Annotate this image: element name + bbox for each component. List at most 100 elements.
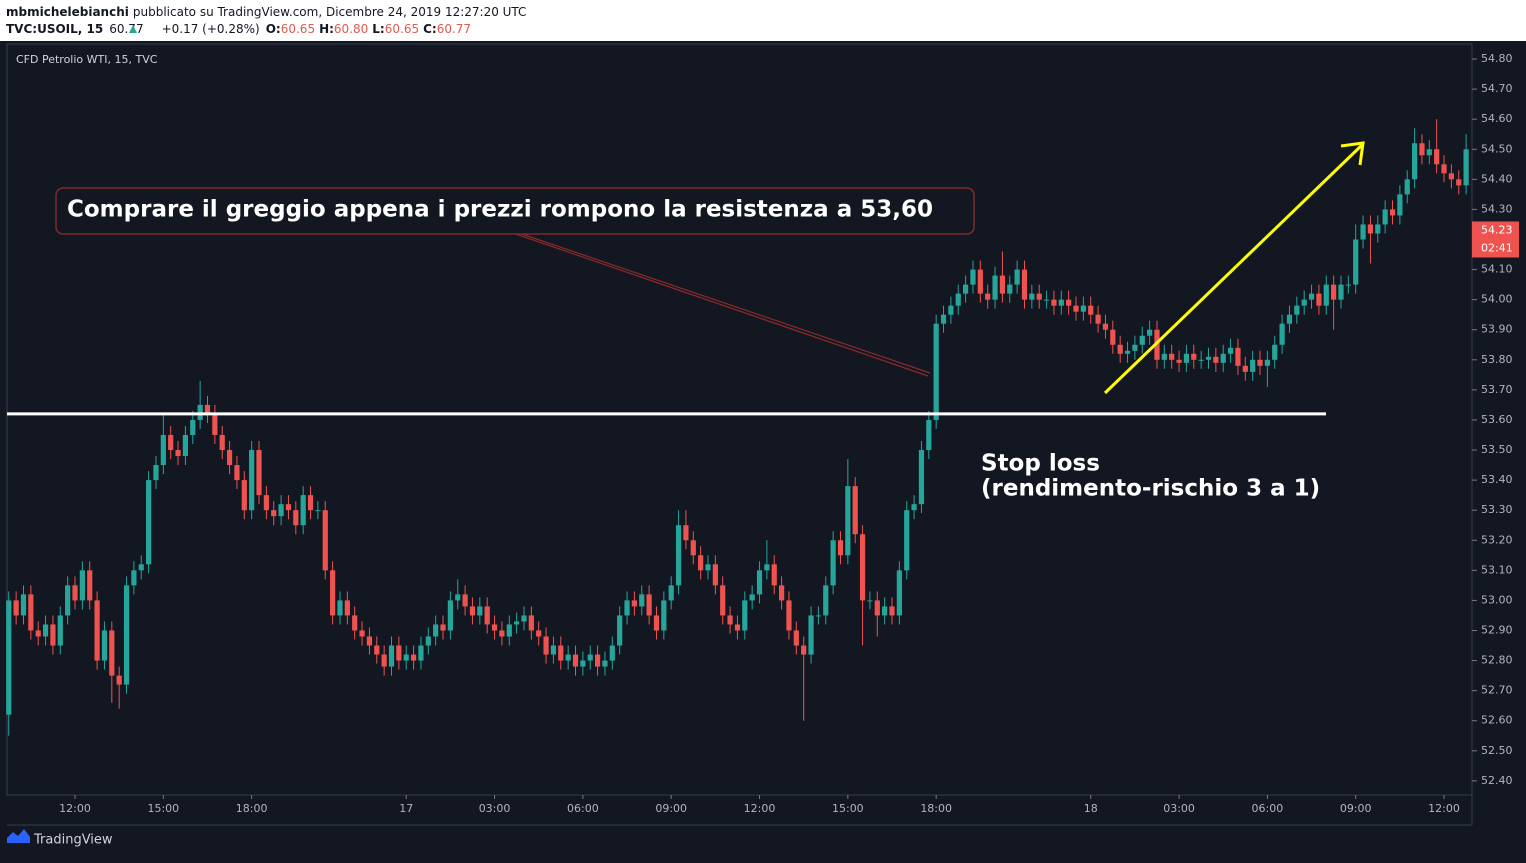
candle-body <box>315 510 321 512</box>
candle-body <box>918 450 925 505</box>
symbol: TVC:USOIL, 15 <box>6 22 103 36</box>
y-tick-label: 54.50 <box>1481 142 1513 155</box>
candle-body <box>712 564 718 586</box>
x-tick-label: 12:00 <box>59 802 91 815</box>
candle-body <box>410 654 417 661</box>
candle-body <box>116 675 122 685</box>
countdown: 02:41 <box>1481 241 1513 254</box>
candle-body <box>786 600 792 631</box>
candle-body <box>1198 359 1204 361</box>
candle-body <box>1426 149 1432 156</box>
chart-title: CFD Petrolio WTI, 15, TVC <box>16 53 158 66</box>
candle-body <box>109 630 115 676</box>
candle-body <box>675 525 682 586</box>
candle-body <box>1066 299 1072 306</box>
candle-body <box>602 660 608 667</box>
candle-body <box>550 645 557 655</box>
candle-body <box>352 615 358 631</box>
candle-body <box>1404 179 1410 195</box>
x-tick-label: 12:00 <box>1428 802 1460 815</box>
candle-body <box>720 585 726 616</box>
candle-body <box>190 419 196 435</box>
ohlc-value: 60.65 <box>281 22 315 36</box>
candle-body <box>948 305 954 315</box>
candle-body <box>742 600 748 631</box>
candle-body <box>889 606 895 616</box>
candle-body <box>1441 164 1447 174</box>
candle-body <box>182 434 189 457</box>
candle-body <box>624 600 630 616</box>
candle-body <box>131 570 137 586</box>
candle-body <box>1043 299 1050 301</box>
candle-body <box>65 585 71 616</box>
candle-body <box>808 615 814 655</box>
candle-body <box>1463 149 1469 186</box>
candle-body <box>1338 284 1344 300</box>
y-tick-label: 53.80 <box>1481 353 1513 366</box>
candle-body <box>1279 323 1285 345</box>
y-tick-label: 54.00 <box>1481 293 1513 306</box>
candle-body <box>749 594 755 601</box>
target-arrow <box>1103 143 1364 395</box>
candle-body <box>138 564 144 571</box>
candle-body <box>1058 299 1064 306</box>
x-tick-label: 03:00 <box>1163 802 1195 815</box>
candle-body <box>396 645 402 661</box>
candle-body <box>403 654 409 661</box>
y-tick-label: 54.70 <box>1481 82 1513 95</box>
candle-body <box>1308 293 1315 300</box>
candle-body <box>985 293 991 300</box>
candle-body <box>587 654 593 661</box>
logo <box>7 829 30 843</box>
candle-body <box>580 660 586 667</box>
candle-body <box>1242 365 1248 372</box>
candle-body <box>1227 347 1234 354</box>
candle-body <box>366 636 373 646</box>
candle-body <box>896 570 902 616</box>
candle-body <box>955 293 961 306</box>
candle-body <box>6 600 12 715</box>
y-tick-label: 53.40 <box>1481 473 1513 486</box>
candle-body <box>1073 305 1079 312</box>
candle-body <box>521 615 527 622</box>
candle-body <box>1257 359 1263 366</box>
candle-body <box>285 504 292 511</box>
candle-body <box>646 594 652 616</box>
candle-body <box>388 645 395 667</box>
quote-price: 60.77 <box>109 22 143 36</box>
x-tick-label: 18:00 <box>920 802 952 815</box>
candle-body <box>801 645 807 655</box>
candle-body <box>1316 293 1322 306</box>
candle-body <box>514 621 520 625</box>
candle-body <box>359 630 365 637</box>
plot-area <box>6 43 1473 796</box>
candle-body <box>101 630 108 661</box>
candle-body <box>20 594 27 616</box>
candle-body <box>1419 143 1425 156</box>
candle-body <box>779 585 785 601</box>
candle-body <box>543 636 549 655</box>
candle-body <box>852 486 858 535</box>
candle-body <box>381 654 387 667</box>
candle-body <box>882 606 888 616</box>
candle-body <box>572 654 579 667</box>
candle-body <box>322 510 328 571</box>
candle-body <box>1301 299 1307 306</box>
y-tick-label: 52.70 <box>1481 684 1513 697</box>
candle-body <box>661 600 667 631</box>
candle-body <box>815 615 822 617</box>
candle-body <box>970 269 976 285</box>
y-tick-label: 54.40 <box>1481 172 1513 185</box>
candle-body <box>1375 224 1381 234</box>
candle-body <box>337 600 343 616</box>
candle-body <box>226 450 233 466</box>
candle-body <box>1021 269 1028 300</box>
candle-body <box>1124 350 1131 354</box>
candle-body <box>536 630 542 637</box>
candle-body <box>565 654 571 661</box>
candle-body <box>1353 239 1359 285</box>
ohlc-key: C: <box>423 22 437 36</box>
candle-body <box>1235 347 1241 366</box>
